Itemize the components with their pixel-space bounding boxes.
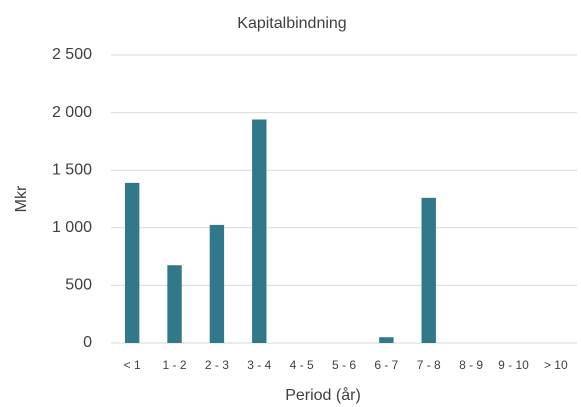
x-tick-label: 4 - 5 [290, 358, 314, 372]
chart-title: Kapitalbindning [237, 15, 346, 32]
x-tick-label: 7 - 8 [417, 358, 441, 372]
bar [167, 265, 182, 343]
y-tick-label: 1 000 [52, 219, 92, 236]
y-tick-label: 0 [83, 334, 92, 351]
x-tick-label: < 1 [124, 358, 141, 372]
x-tick-label: 8 - 9 [459, 358, 483, 372]
y-tick-label: 2 000 [52, 104, 92, 121]
bar [421, 197, 436, 343]
y-tick-label: 1 500 [52, 161, 92, 178]
x-tick-label: 2 - 3 [205, 358, 229, 372]
x-axis-label: Period (år) [285, 386, 361, 404]
bar [252, 119, 267, 344]
x-tick-label: 9 - 10 [498, 358, 529, 372]
x-tick-label: 5 - 6 [332, 358, 356, 372]
x-tick-label: > 10 [544, 358, 568, 372]
x-tick-label: 3 - 4 [247, 358, 271, 372]
y-tick-label: 500 [65, 277, 92, 294]
y-axis-label: Mkr [13, 185, 30, 212]
x-tick-label: 6 - 7 [374, 358, 398, 372]
bar [379, 337, 394, 343]
y-tick-label: 2 500 [52, 46, 92, 63]
bar [209, 224, 225, 343]
bar [124, 182, 140, 343]
x-tick-label: 1 - 2 [163, 358, 187, 372]
